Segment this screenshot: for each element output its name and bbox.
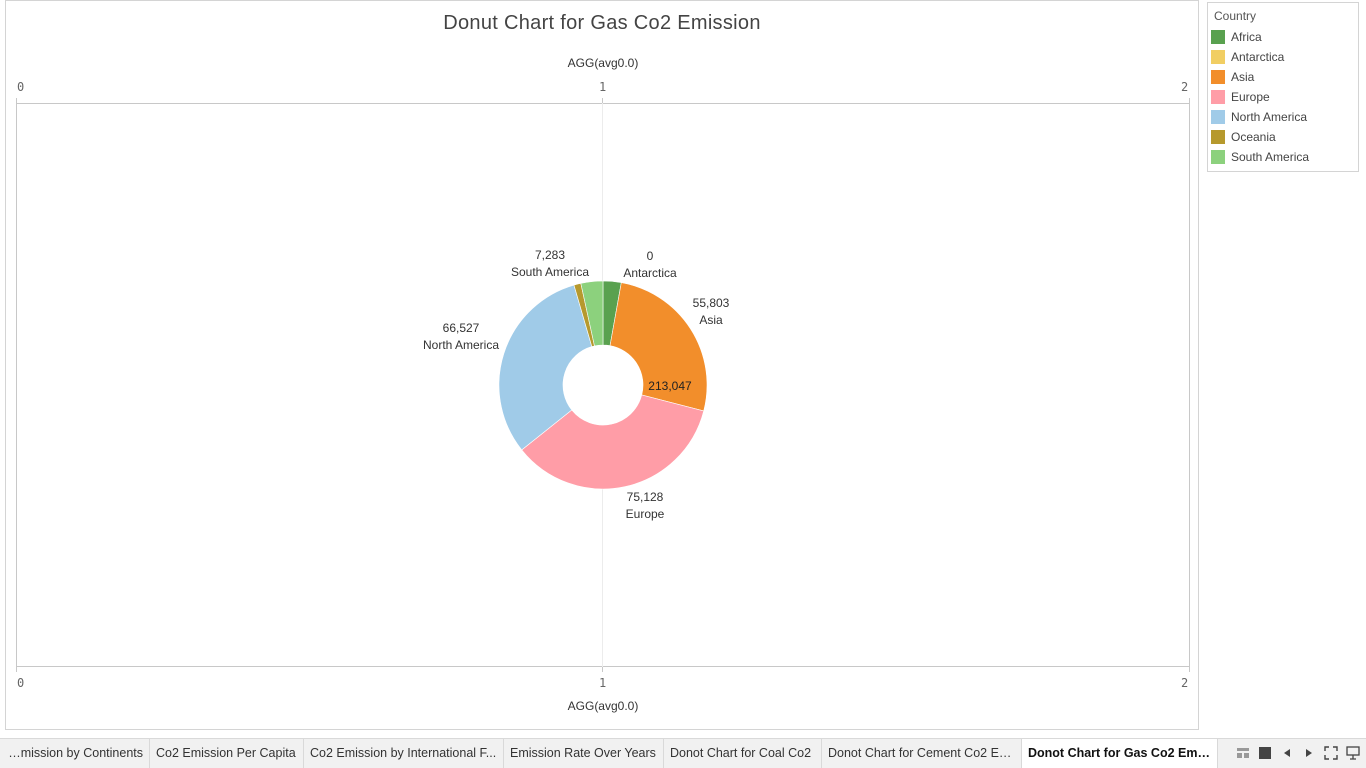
top-tickmark-0 xyxy=(16,98,17,103)
sheet-tab-bar: Co2 Emission by Continents Co2 Emission … xyxy=(0,738,1366,768)
slice-name-label: Asia xyxy=(699,313,723,327)
tab-donut-coal-co2[interactable]: Donot Chart for Coal Co2 xyxy=(664,739,822,768)
tab-co2-emission-by-continents[interactable]: Co2 Emission by Continents xyxy=(0,739,150,768)
legend-label: Antarctica xyxy=(1231,50,1285,64)
bottom-tickmark-1 xyxy=(602,667,603,672)
top-tickmark-1 xyxy=(602,98,603,103)
tab-donut-cement-co2[interactable]: Donot Chart for Cement Co2 Em... xyxy=(822,739,1022,768)
legend-swatch xyxy=(1211,110,1225,124)
top-tick-2: 2 xyxy=(1181,80,1189,94)
top-tickmark-2 xyxy=(1189,98,1190,103)
legend-label: Europe xyxy=(1231,90,1270,104)
top-axis-title: AGG(avg0.0) xyxy=(567,56,639,70)
legend-label: North America xyxy=(1231,110,1308,124)
tab-donut-gas-co2[interactable]: Donot Chart for Gas Co2 Emis... xyxy=(1022,739,1218,768)
tab-co2-emission-per-capita[interactable]: Co2 Emission Per Capita xyxy=(150,739,304,768)
plot-area xyxy=(16,103,1190,667)
chart-title: Donut Chart for Gas Co2 Emission xyxy=(443,12,761,34)
bottom-tick-1: 1 xyxy=(599,676,607,690)
legend-label: Asia xyxy=(1231,70,1255,84)
legend-label: Africa xyxy=(1231,30,1262,44)
legend-swatch xyxy=(1211,130,1225,144)
legend-swatch xyxy=(1211,50,1225,64)
legend-label: South America xyxy=(1231,150,1310,164)
fit-icon[interactable] xyxy=(1324,746,1338,760)
legend-item-asia[interactable]: Asia xyxy=(1208,67,1358,87)
donut-hole xyxy=(563,345,643,425)
bottom-tick-2: 2 xyxy=(1181,676,1189,690)
previous-icon[interactable] xyxy=(1280,746,1294,760)
legend-title: Country xyxy=(1214,9,1257,23)
color-legend[interactable]: Country Africa Antarctica Asia Europe North … xyxy=(1207,2,1359,172)
bottom-tick-0: 0 xyxy=(17,676,25,690)
slice-value-label: 75,128 xyxy=(627,490,664,504)
slice-name-label: Antarctica xyxy=(623,266,677,280)
legend-swatch xyxy=(1211,150,1225,164)
legend-label: Oceania xyxy=(1231,130,1276,144)
legend-swatch xyxy=(1211,90,1225,104)
tab-emission-rate-over-years[interactable]: Emission Rate Over Years xyxy=(504,739,664,768)
legend-item-oceania[interactable]: Oceania xyxy=(1208,127,1358,147)
top-tick-1: 1 xyxy=(599,80,607,94)
legend-item-africa[interactable]: Africa xyxy=(1208,27,1358,47)
slice-value-label: 66,527 xyxy=(443,321,480,335)
legend-swatch xyxy=(1211,30,1225,44)
show-sheets-icon[interactable] xyxy=(1236,746,1250,760)
legend-item-europe[interactable]: Europe xyxy=(1208,87,1358,107)
bottom-tickmark-2 xyxy=(1189,667,1190,672)
filmstrip-icon[interactable] xyxy=(1258,746,1272,760)
slice-name-label: South America xyxy=(511,265,589,279)
bottom-axis-title: AGG(avg0.0) xyxy=(567,699,639,713)
slice-value-label: 0 xyxy=(647,249,654,263)
sheet-navigation xyxy=(1236,738,1360,768)
slice-name-label: Europe xyxy=(626,507,665,521)
legend-item-north-america[interactable]: North America xyxy=(1208,107,1358,127)
legend-item-antarctica[interactable]: Antarctica xyxy=(1208,47,1358,67)
legend-item-south-america[interactable]: South America xyxy=(1208,147,1358,167)
next-icon[interactable] xyxy=(1302,746,1316,760)
presentation-icon[interactable] xyxy=(1346,746,1360,760)
bottom-tickmark-0 xyxy=(16,667,17,672)
slice-value-label: 7,283 xyxy=(535,248,565,262)
tab-co2-emission-by-international[interactable]: Co2 Emission by International F... xyxy=(304,739,504,768)
slice-name-label: North America xyxy=(423,338,499,352)
top-tick-0: 0 xyxy=(17,80,25,94)
legend-swatch xyxy=(1211,70,1225,84)
donut-total-label: 213,047 xyxy=(648,379,692,393)
slice-value-label: 55,803 xyxy=(693,296,730,310)
